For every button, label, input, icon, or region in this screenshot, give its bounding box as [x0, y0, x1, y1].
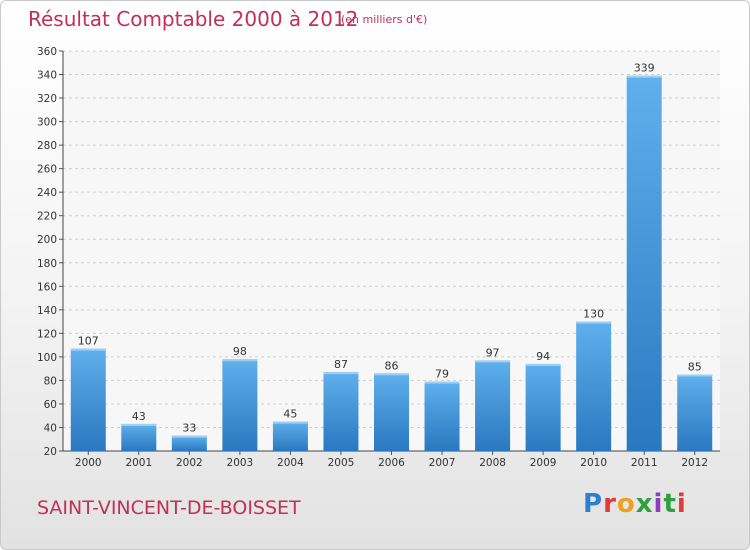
logo-letter: x [635, 489, 654, 519]
bar-highlight [70, 348, 106, 351]
bar-value-label: 33 [182, 422, 196, 435]
x-tick-label: 2004 [277, 457, 304, 469]
bar-value-label: 45 [283, 408, 297, 421]
bar-highlight [424, 381, 460, 384]
x-tick-label: 2008 [479, 457, 506, 469]
logo-letter: P [583, 489, 604, 519]
x-tick-label: 2005 [328, 457, 355, 469]
x-tick-label: 2011 [631, 457, 658, 469]
bar-highlight [525, 363, 561, 366]
y-tick-label: 40 [44, 422, 57, 434]
y-tick-label: 300 [37, 117, 57, 129]
bar-highlight [677, 374, 713, 377]
bar-value-label: 43 [132, 410, 146, 423]
y-tick-label: 340 [37, 70, 57, 82]
bar-value-label: 130 [583, 308, 604, 321]
y-tick-label: 60 [44, 399, 57, 411]
logo-letter: r [603, 489, 617, 519]
chart-title: Résultat Comptable 2000 à 2012 [28, 7, 359, 31]
x-tick-label: 2010 [580, 457, 607, 469]
bar-highlight [626, 75, 662, 78]
logo-letter: o [616, 489, 636, 519]
x-tick-label: 2001 [125, 457, 152, 469]
bar [525, 363, 561, 451]
bar [70, 348, 106, 451]
bar-value-label: 97 [486, 346, 500, 359]
y-tick-label: 120 [37, 328, 57, 340]
bar-highlight [222, 359, 258, 362]
bar-value-label: 107 [78, 335, 99, 348]
bar-highlight [475, 360, 511, 363]
logo-letter: i [676, 489, 687, 519]
bar [626, 75, 662, 452]
bar-value-label: 79 [435, 368, 449, 381]
bar-value-label: 86 [385, 359, 399, 372]
x-tick-label: 2012 [681, 457, 708, 469]
y-tick-label: 180 [37, 258, 57, 270]
y-tick-label: 20 [44, 446, 57, 458]
bar-value-label: 94 [536, 350, 550, 363]
bar-value-label: 87 [334, 358, 348, 371]
bar-highlight [576, 321, 612, 324]
bar [121, 423, 157, 451]
bar [576, 321, 612, 451]
bar-value-label: 98 [233, 345, 247, 358]
bar-highlight [272, 421, 308, 424]
bar-value-label: 85 [688, 361, 702, 374]
bar [272, 421, 308, 451]
logo-letter: i [653, 489, 664, 519]
bar [323, 372, 359, 451]
y-tick-label: 240 [37, 187, 57, 199]
y-tick-label: 220 [37, 211, 57, 223]
y-tick-label: 280 [37, 140, 57, 152]
y-tick-label: 100 [37, 352, 57, 364]
y-tick-label: 80 [44, 375, 57, 387]
x-tick-label: 2003 [227, 457, 254, 469]
bar [677, 374, 713, 451]
x-tick-label: 2006 [378, 457, 405, 469]
bar-highlight [171, 435, 207, 438]
y-tick-label: 260 [37, 164, 57, 176]
bar-value-label: 339 [634, 62, 655, 75]
bar [171, 435, 207, 451]
town-name: SAINT-VINCENT-DE-BOISSET [37, 497, 301, 519]
y-tick-label: 160 [37, 281, 57, 293]
proxiti-logo: Proxiti [583, 489, 687, 519]
bar [475, 360, 511, 451]
bar-highlight [374, 373, 409, 376]
bar [222, 359, 258, 451]
chart-subtitle: (en milliers d'€) [341, 13, 428, 26]
y-tick-label: 360 [37, 46, 57, 58]
x-tick-label: 2009 [530, 457, 557, 469]
bar [374, 373, 409, 451]
bar [424, 381, 460, 451]
x-tick-label: 2002 [176, 457, 203, 469]
logo-letter: t [663, 489, 677, 519]
x-tick-label: 2007 [429, 457, 456, 469]
x-tick-label: 2000 [75, 457, 102, 469]
y-tick-label: 200 [37, 234, 57, 246]
bar-highlight [323, 372, 359, 375]
bar-highlight [121, 423, 157, 426]
y-tick-label: 320 [37, 93, 57, 105]
y-tick-label: 140 [37, 305, 57, 317]
